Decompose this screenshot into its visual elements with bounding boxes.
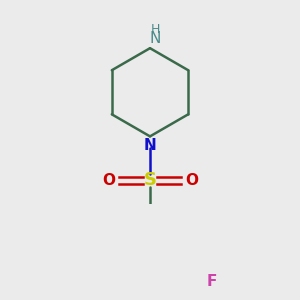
Text: F: F <box>206 274 217 289</box>
Text: H: H <box>150 23 160 36</box>
Text: O: O <box>185 173 198 188</box>
Text: N: N <box>149 32 161 46</box>
Text: N: N <box>144 138 156 153</box>
Text: S: S <box>143 172 157 190</box>
Text: O: O <box>102 173 115 188</box>
